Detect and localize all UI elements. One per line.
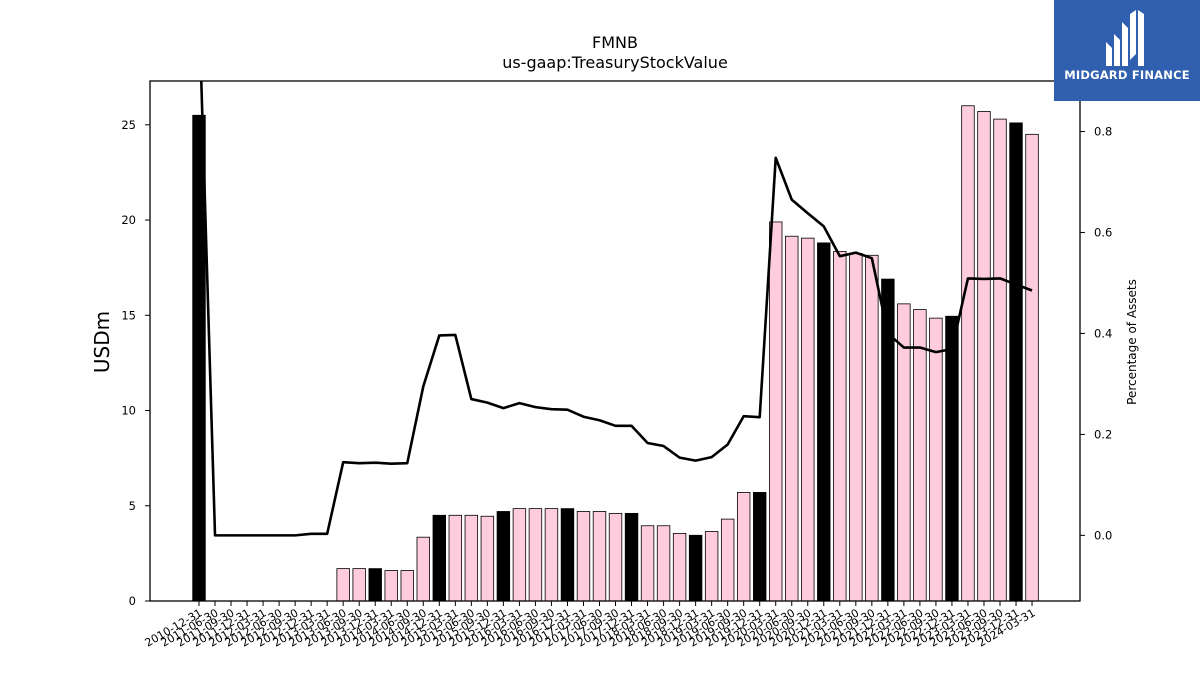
bar-2014-03-31 — [384, 570, 398, 602]
bar-2023-06-30 — [977, 111, 991, 602]
bar-2021-06-30 — [849, 252, 863, 602]
bar-2015-06-30 — [464, 514, 479, 602]
chart-title: FMNB — [592, 33, 638, 52]
y-tick-label: 10 — [121, 404, 136, 418]
bar-2020-03-31 — [769, 221, 783, 602]
y2-tick-label: 0.0 — [1094, 528, 1112, 542]
bar-2018-06-30 — [656, 525, 671, 602]
chart-subtitle: us-gaap:TreasuryStockValue — [502, 53, 728, 72]
bar-2022-12-31 — [945, 315, 959, 602]
bar-2014-12-31 — [432, 514, 447, 602]
bar-2016-12-31 — [560, 508, 575, 602]
percentage-of-assets-line — [199, 81, 1033, 537]
y2-tick-label: 0.4 — [1094, 326, 1112, 340]
bar-2013-12-31 — [368, 568, 382, 602]
y-tick-label: 5 — [129, 499, 136, 513]
bar-2019-03-31 — [704, 531, 719, 602]
bar-2021-03-31 — [833, 251, 847, 602]
bar-2016-03-31 — [512, 508, 527, 602]
bar-2013-09-30 — [352, 568, 366, 602]
bar-2020-06-30 — [785, 235, 799, 602]
y2-tick-label: 0.8 — [1094, 124, 1112, 138]
y2-tick-label: 0.2 — [1094, 427, 1112, 441]
y2-axis-label: Percentage of Assets — [1125, 279, 1139, 405]
bar-2018-12-31 — [688, 534, 703, 602]
bar-2017-03-31 — [576, 511, 591, 602]
plot-frame — [149, 80, 1081, 602]
bar-2015-09-30 — [480, 515, 495, 602]
bar-2023-03-31 — [961, 105, 975, 602]
axes: 05101520250.00.20.40.60.82010-12-312011-… — [121, 80, 1112, 650]
y-tick-label: 0 — [129, 594, 136, 608]
logo-mark-icon — [1106, 10, 1144, 66]
logo-text: MIDGARD FINANCE — [1064, 68, 1190, 82]
bar-2016-06-30 — [528, 508, 543, 602]
bar-2016-09-30 — [544, 508, 559, 602]
bar-2015-03-31 — [448, 514, 463, 602]
midgard-finance-logo: MIDGARD FINANCE — [1054, 0, 1200, 101]
bar-2013-06-30 — [336, 568, 350, 602]
bar-2019-12-31 — [753, 492, 767, 602]
bar-2022-09-30 — [929, 317, 943, 602]
bar-2017-06-30 — [592, 511, 607, 602]
bar-2024-03-31 — [1025, 133, 1039, 602]
bar-2017-09-30 — [608, 512, 623, 602]
bar-2020-09-30 — [801, 237, 815, 602]
y-tick-label: 25 — [121, 118, 136, 132]
bar-series — [192, 105, 1039, 602]
y-tick-label: 15 — [121, 308, 136, 322]
bar-2019-09-30 — [736, 492, 751, 602]
bar-2018-09-30 — [672, 532, 687, 602]
bar-2017-12-31 — [624, 512, 639, 602]
y-tick-label: 20 — [121, 213, 136, 227]
bar-2022-06-30 — [913, 309, 927, 602]
y-axis-label: USDm — [90, 311, 114, 373]
bar-2023-12-31 — [1009, 122, 1023, 602]
bar-2021-09-30 — [865, 254, 879, 602]
bar-2019-06-30 — [720, 518, 735, 602]
y2-tick-label: 0.6 — [1094, 225, 1112, 239]
bar-2014-06-30 — [400, 570, 414, 602]
bar-2020-12-31 — [817, 242, 831, 602]
bar-2018-03-31 — [640, 525, 655, 602]
bar-2014-09-30 — [416, 536, 430, 602]
bar-2015-12-31 — [496, 511, 511, 602]
bar-2023-09-30 — [993, 118, 1007, 602]
line-series — [199, 81, 1033, 537]
